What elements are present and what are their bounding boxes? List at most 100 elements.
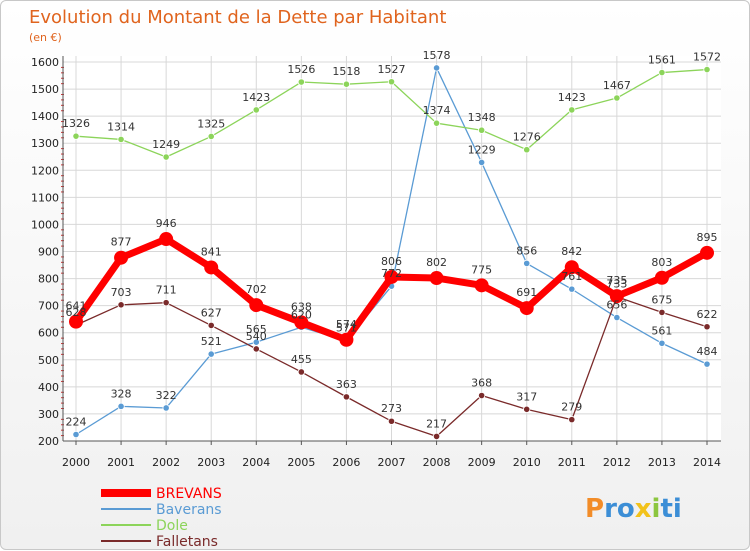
data-label: 691 bbox=[516, 286, 537, 299]
y-tick-label: 1600 bbox=[31, 56, 59, 69]
data-point bbox=[387, 417, 396, 425]
data-point bbox=[207, 132, 215, 141]
data-label: 877 bbox=[111, 236, 132, 249]
data-point bbox=[297, 368, 305, 376]
data-label: 641 bbox=[66, 300, 87, 313]
data-point bbox=[252, 106, 260, 114]
data-label: 1527 bbox=[378, 63, 406, 76]
data-point bbox=[658, 308, 666, 317]
logo-letter: i bbox=[652, 494, 661, 524]
data-label: 802 bbox=[426, 256, 447, 269]
data-label: 571 bbox=[336, 322, 357, 335]
x-tick-label: 2006 bbox=[332, 456, 360, 469]
data-label: 1314 bbox=[107, 120, 135, 133]
data-label: 1423 bbox=[242, 91, 270, 104]
y-tick-label: 1300 bbox=[31, 137, 59, 150]
data-point bbox=[207, 350, 215, 358]
data-label: 703 bbox=[111, 286, 132, 299]
proxiti-logo: Proxiti bbox=[585, 494, 682, 524]
data-label: 328 bbox=[111, 387, 132, 400]
x-tick-label: 2011 bbox=[558, 456, 586, 469]
y-tick-label: 1100 bbox=[31, 191, 59, 204]
x-tick-label: 2005 bbox=[287, 456, 315, 469]
x-tick-label: 2001 bbox=[107, 456, 135, 469]
x-tick-label: 2014 bbox=[693, 456, 721, 469]
data-label: 561 bbox=[651, 324, 672, 337]
data-point bbox=[252, 345, 260, 353]
data-label: 1572 bbox=[693, 51, 721, 64]
data-label: 627 bbox=[201, 306, 222, 319]
data-label: 856 bbox=[516, 244, 537, 257]
data-point bbox=[568, 416, 576, 424]
logo-letter: r bbox=[604, 494, 617, 524]
legend-label: Baverans bbox=[156, 502, 222, 518]
data-label: 1374 bbox=[423, 104, 451, 117]
x-tick-label: 2012 bbox=[603, 456, 631, 469]
x-tick-label: 2013 bbox=[648, 456, 676, 469]
data-label: 317 bbox=[516, 390, 537, 403]
data-label: 803 bbox=[651, 256, 672, 269]
data-label: 455 bbox=[291, 353, 312, 366]
data-label: 735 bbox=[606, 274, 627, 287]
y-tick-label: 200 bbox=[38, 435, 59, 448]
data-point bbox=[654, 270, 669, 285]
data-point bbox=[703, 360, 711, 368]
data-point bbox=[568, 106, 576, 114]
x-tick-label: 2000 bbox=[62, 456, 90, 469]
data-label: 322 bbox=[156, 389, 177, 402]
data-label: 217 bbox=[426, 417, 447, 430]
data-point bbox=[523, 405, 531, 413]
data-point bbox=[72, 430, 80, 439]
x-tick-label: 2004 bbox=[242, 456, 270, 469]
data-point bbox=[613, 313, 621, 322]
x-tick-label: 2009 bbox=[468, 456, 496, 469]
data-label: 775 bbox=[471, 263, 492, 276]
data-label: 279 bbox=[561, 401, 582, 414]
x-tick-label: 2008 bbox=[423, 456, 451, 469]
y-tick-label: 400 bbox=[38, 381, 59, 394]
series-layer bbox=[69, 64, 714, 440]
data-point bbox=[72, 132, 80, 140]
data-point bbox=[429, 271, 444, 286]
data-point bbox=[117, 135, 125, 144]
data-point bbox=[519, 301, 534, 316]
y-tick-label: 1000 bbox=[31, 218, 59, 231]
x-tick-label: 2002 bbox=[152, 456, 180, 469]
data-point bbox=[703, 65, 711, 74]
data-label: 1578 bbox=[423, 49, 451, 62]
data-label: 772 bbox=[381, 267, 402, 280]
data-point bbox=[384, 269, 399, 284]
data-point bbox=[658, 68, 666, 77]
data-point bbox=[432, 64, 441, 72]
data-point bbox=[204, 260, 219, 275]
data-labels: 224 328 322 521 565 620 571 772 1578 1229 856 761 65… bbox=[62, 49, 721, 430]
data-point bbox=[568, 285, 576, 293]
data-label: 656 bbox=[606, 299, 627, 312]
y-tick-label: 1400 bbox=[31, 110, 59, 123]
data-label: 1229 bbox=[468, 143, 496, 156]
data-point bbox=[387, 78, 396, 86]
data-label: 702 bbox=[246, 283, 267, 296]
data-point bbox=[478, 126, 486, 134]
data-label: 540 bbox=[246, 330, 267, 343]
data-point bbox=[297, 78, 305, 86]
data-label: 895 bbox=[697, 231, 718, 244]
data-point bbox=[162, 153, 170, 161]
data-point bbox=[342, 80, 351, 88]
data-point bbox=[69, 314, 83, 329]
data-label: 628 bbox=[66, 306, 87, 319]
data-label: 675 bbox=[651, 293, 672, 306]
data-point bbox=[613, 94, 621, 102]
logo-letter: i bbox=[673, 494, 682, 524]
data-label: 574 bbox=[336, 318, 357, 331]
data-label: 1518 bbox=[332, 65, 360, 78]
data-point bbox=[249, 298, 264, 313]
x-tick-label: 2010 bbox=[513, 456, 541, 469]
data-label: 841 bbox=[201, 245, 222, 258]
data-point bbox=[474, 278, 489, 293]
data-label: 761 bbox=[561, 270, 582, 283]
data-label: 622 bbox=[697, 308, 718, 321]
